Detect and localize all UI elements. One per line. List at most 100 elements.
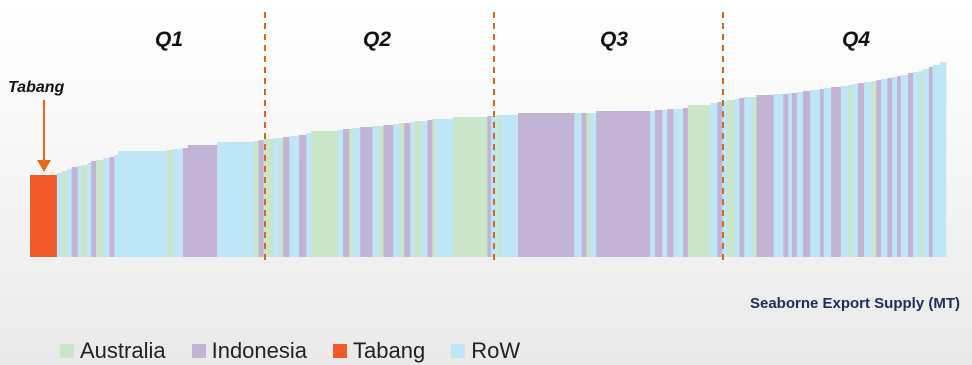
bar-row-37 [393,124,400,257]
bar-row-1 [56,173,63,257]
legend-label-indonesia: Indonesia [211,338,308,363]
bar-australia-35 [378,126,384,257]
bar-indonesia-53 [581,113,587,257]
quartile-label-q3: Q3 [600,28,628,51]
bar-australia-63 [687,105,711,257]
bar-row-13 [118,151,168,257]
bar-row-83 [840,86,849,257]
legend-item-tabang: Tabang [333,338,425,364]
legend-label-tabang: Tabang [353,338,426,363]
bar-indonesia-82 [831,87,842,257]
bar-indonesia-43 [427,120,433,257]
bar-indonesia-58 [654,110,663,257]
bar-australia-38 [399,123,405,257]
bar-australia-97 [919,71,924,257]
bar-indonesia-74 [783,94,789,257]
bar-indonesia-20 [258,140,264,257]
bar-australia-71 [752,97,757,257]
bar-row-27 [306,133,312,257]
quartile-dividers [264,12,724,262]
bar-row-34 [372,126,379,257]
bar-australia-54 [586,113,591,257]
bar-australia-88 [871,81,877,257]
bar-row-101 [939,62,947,257]
quartile-label-q1: Q1 [155,28,183,51]
bar-row-61 [673,109,684,257]
bar-indonesia-51 [517,113,575,257]
bar-row-52 [574,113,582,257]
bar-indonesia-56 [596,111,651,257]
legend-item-indonesia: Indonesia [191,338,308,364]
bar-indonesia-47 [487,116,492,257]
legend-swatch-tabang [333,344,348,358]
bar-row-87 [864,82,872,257]
legend-label-row: RoW [471,338,521,363]
bar-indonesia-60 [667,109,674,257]
bar-row-25 [289,136,300,257]
legend-swatch-row [451,344,466,358]
legend-swatch-australia [60,344,74,358]
legend-swatch-indonesia [191,344,206,358]
bar-row-15 [173,149,184,257]
bar-row-100 [932,65,941,257]
supply-bars [30,62,947,257]
x-axis-label: Seaborne Export Supply (MT) [750,295,960,312]
bar-indonesia-86 [857,83,865,257]
legend-item-australia: Australia [60,338,166,364]
bar-australia-23 [279,138,284,257]
bar-australia-84 [848,85,853,257]
bar-australia-46 [453,117,488,257]
bar-indonesia-11 [109,157,115,257]
bar-row-55 [590,113,597,257]
bar-australia-14 [166,150,174,257]
bar-row-45 [436,119,454,257]
bar-indonesia-4 [71,167,79,257]
bar-australia-6 [81,165,88,257]
bar-indonesia-78 [802,91,811,257]
bar-indonesia-95 [908,73,914,257]
quartile-label-q4: Q4 [842,28,870,51]
bar-australia-41 [414,121,422,257]
bar-row-57 [650,111,656,257]
bar-row-29 [338,130,344,257]
bar-row-85 [851,84,859,257]
bar-indonesia-99 [928,67,933,257]
bar-row-42 [421,121,428,257]
bar-row-32 [352,128,361,257]
bar-australia-49 [497,115,502,257]
bar-indonesia-36 [383,125,394,257]
bar-indonesia-62 [683,108,689,257]
bar-indonesia-8 [91,161,97,257]
bar-indonesia-76 [791,93,798,257]
bar-australia-19 [253,141,260,257]
bar-row-64 [709,103,718,257]
bar-indonesia-26 [299,135,307,257]
bar-row-77 [796,92,804,257]
bar-row-50 [500,115,519,257]
bar-row-48 [491,116,498,257]
legend-item-row: RoW [451,338,520,364]
bar-row-68 [734,99,740,257]
bar-indonesia-93 [897,76,902,257]
tabang-callout-arrow [37,100,51,172]
bar-indonesia-24 [283,137,290,257]
bar-tabang-0 [30,175,58,257]
bar-row-79 [810,90,821,257]
bar-indonesia-33 [360,127,373,257]
legend-label-australia: Australia [80,338,166,363]
bar-row-94 [900,75,909,257]
bar-row-98 [922,69,930,257]
bar-row-70 [744,97,754,257]
bar-row-18 [217,142,255,257]
legend: Australia Indonesia Tabang RoW [60,338,546,364]
quartile-label-q2: Q2 [363,28,391,51]
bar-australia-28 [311,131,339,257]
bar-indonesia-80 [820,89,825,257]
bar-row-66 [722,101,728,257]
bar-row-75 [788,93,793,257]
bar-australia-67 [727,100,735,257]
bar-row-92 [892,77,898,257]
bar-indonesia-69 [739,98,745,257]
bar-row-40 [410,122,415,257]
